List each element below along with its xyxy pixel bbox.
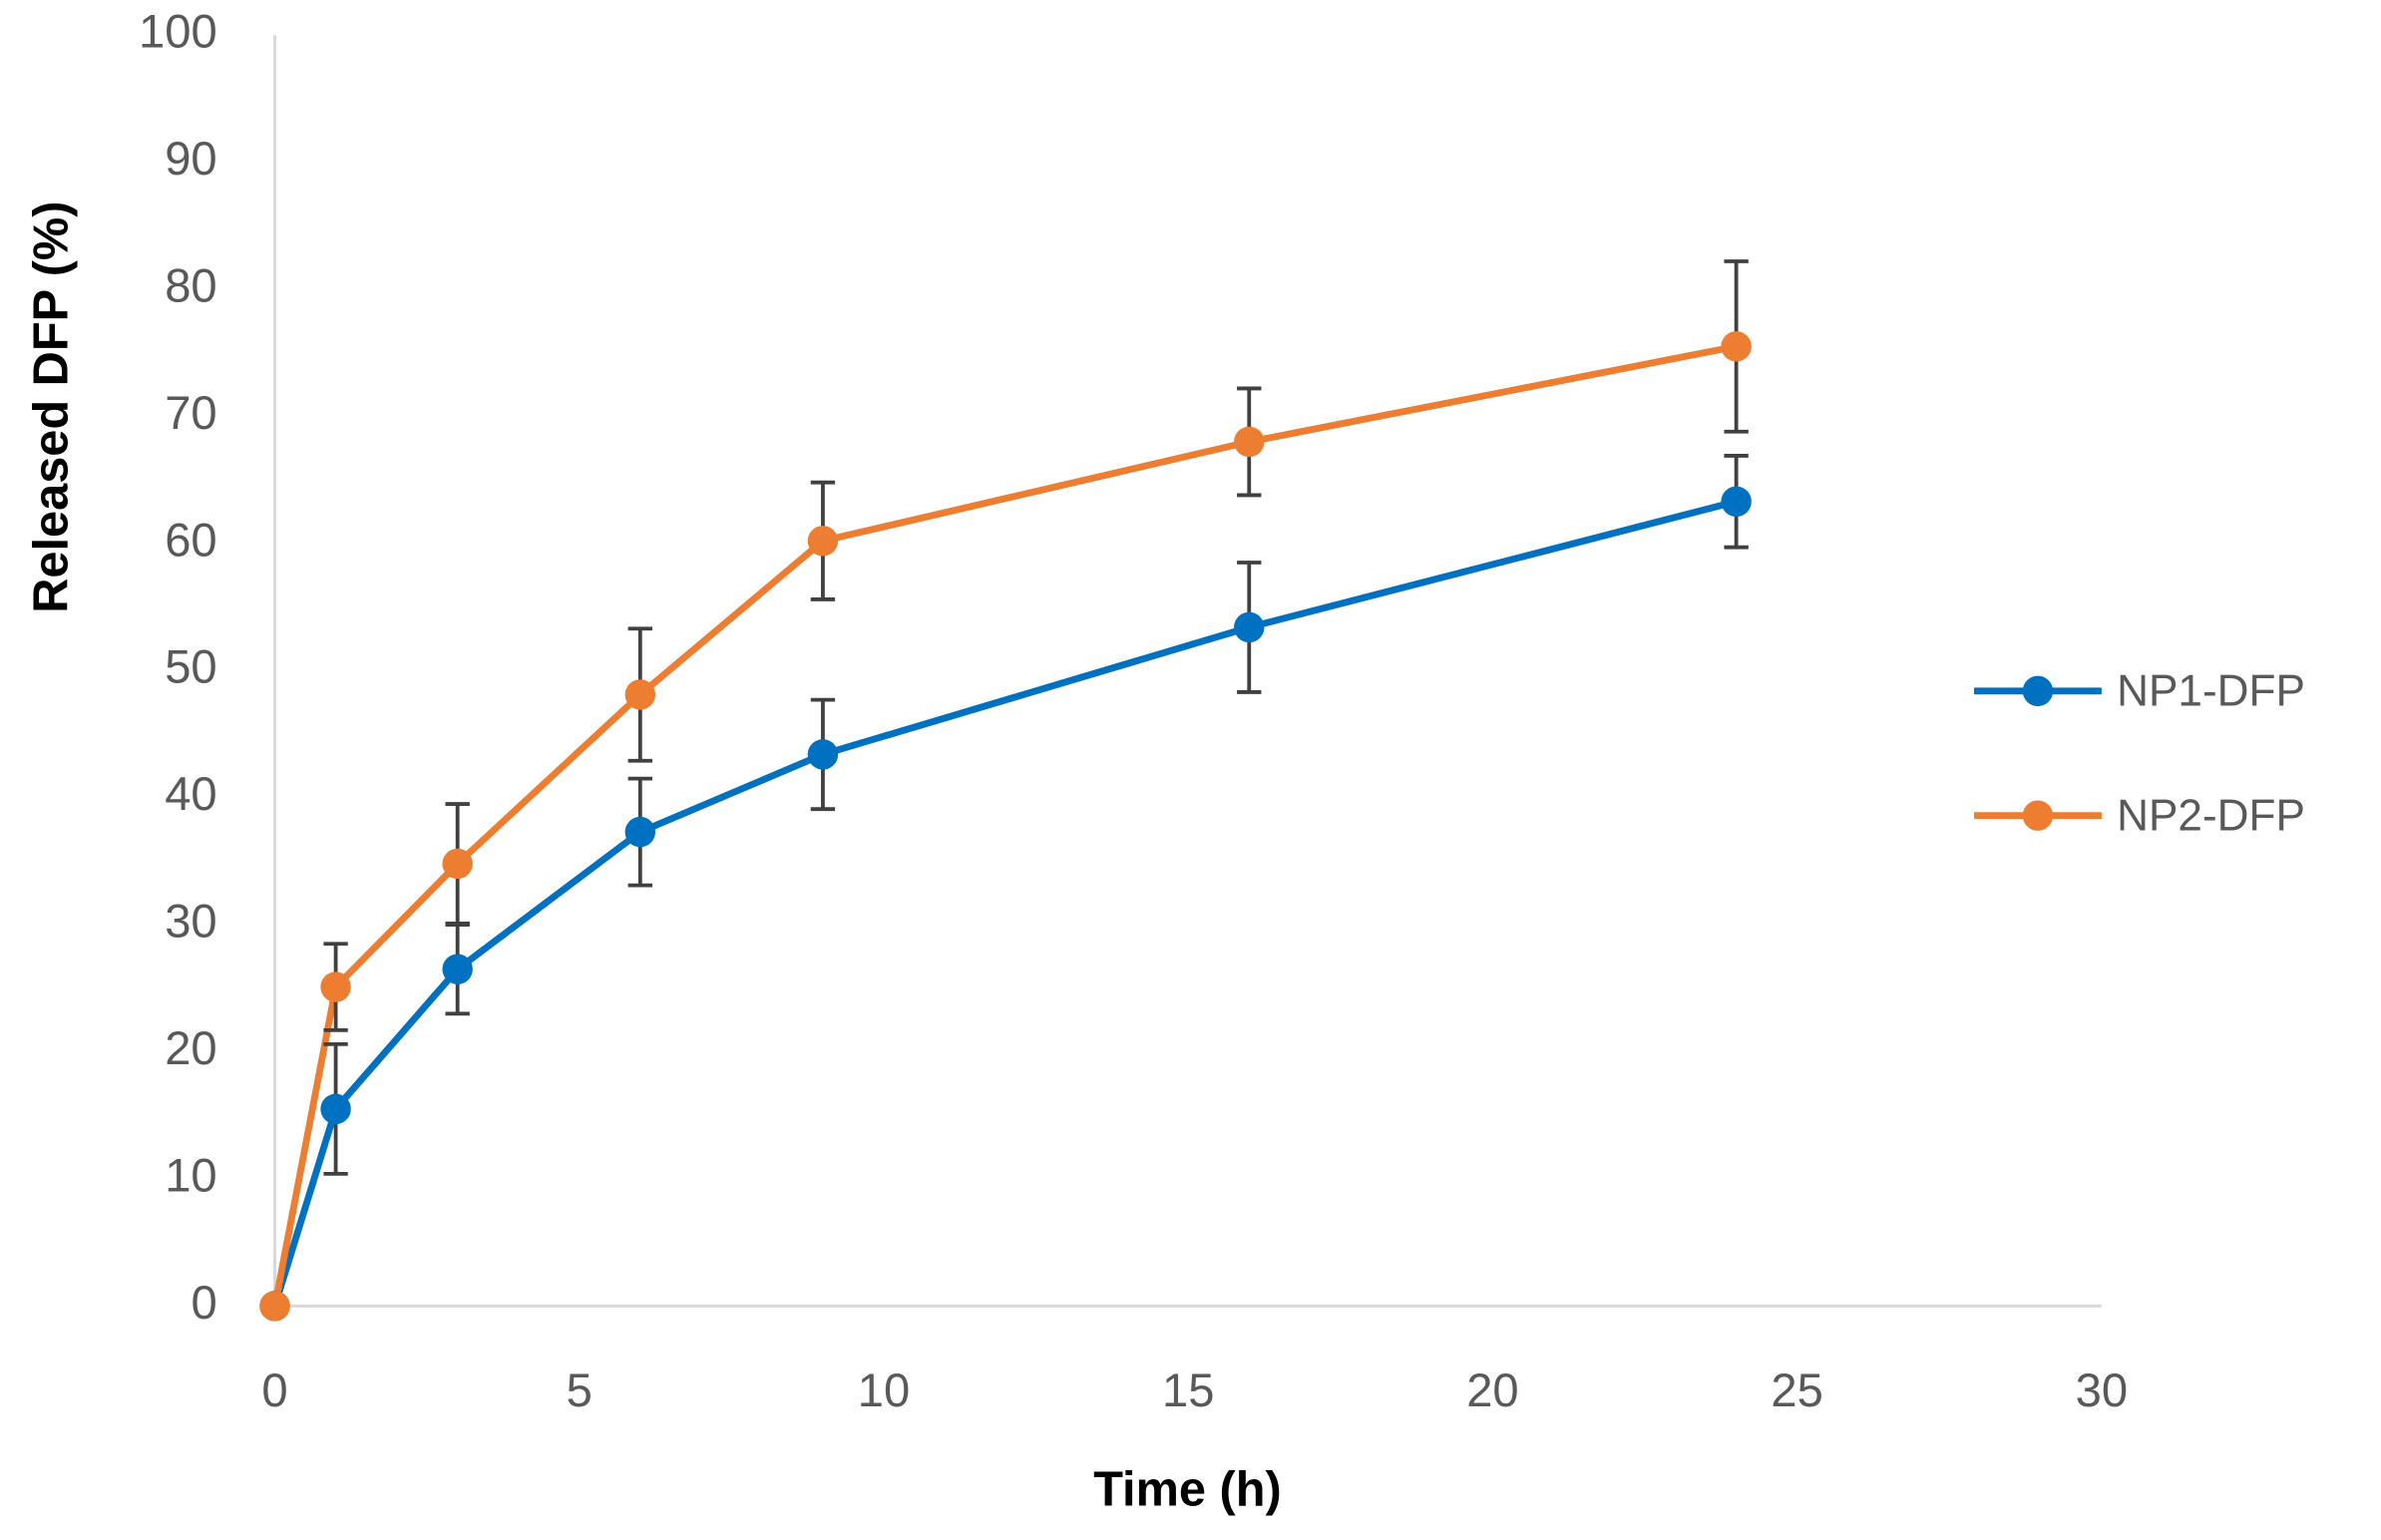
- series-line: [271, 498, 1738, 1308]
- x-tick-label: 10: [858, 1364, 911, 1417]
- y-tick-label: 80: [165, 260, 216, 313]
- data-point: [807, 526, 839, 557]
- y-tick-label: 40: [165, 768, 216, 821]
- x-tick-label: 30: [2076, 1364, 2129, 1417]
- data-point: [259, 1291, 290, 1322]
- data-point: [1234, 426, 1265, 458]
- y-tick-label: 20: [165, 1022, 216, 1075]
- data-point: [320, 1093, 351, 1125]
- x-axis-label: Time (h): [1093, 1463, 1282, 1517]
- data-point: [442, 954, 473, 984]
- y-tick-label: 60: [165, 514, 216, 567]
- data-point: [320, 971, 351, 1002]
- y-tick-label: 30: [165, 896, 216, 949]
- data-point: [624, 816, 656, 848]
- data-point: [1721, 331, 1752, 362]
- legend-label: NP1-DFP: [2117, 667, 2305, 716]
- data-point: [1721, 486, 1752, 518]
- data-point: [807, 739, 839, 770]
- y-tick-label: 10: [165, 1149, 216, 1202]
- y-tick-label: 0: [191, 1277, 216, 1330]
- data-point: [1234, 611, 1265, 643]
- legend-marker: [2022, 800, 2054, 831]
- legend-label: NP2-DFP: [2117, 791, 2305, 840]
- y-tick-label: 70: [165, 387, 216, 440]
- x-tick-label: 0: [261, 1364, 287, 1417]
- y-tick-label: 90: [165, 133, 216, 186]
- x-tick-label: 15: [1162, 1364, 1215, 1417]
- y-tick-label: 50: [165, 641, 216, 694]
- data-point: [442, 848, 473, 880]
- series-line: [271, 343, 1738, 1308]
- legend-marker: [2022, 675, 2054, 707]
- y-axis-label: Released DFP (%): [25, 201, 79, 613]
- y-tick-label: 100: [139, 6, 217, 59]
- x-tick-label: 20: [1466, 1364, 1519, 1417]
- data-point: [624, 679, 656, 710]
- x-tick-label: 5: [567, 1364, 593, 1417]
- x-tick-label: 25: [1771, 1364, 1823, 1417]
